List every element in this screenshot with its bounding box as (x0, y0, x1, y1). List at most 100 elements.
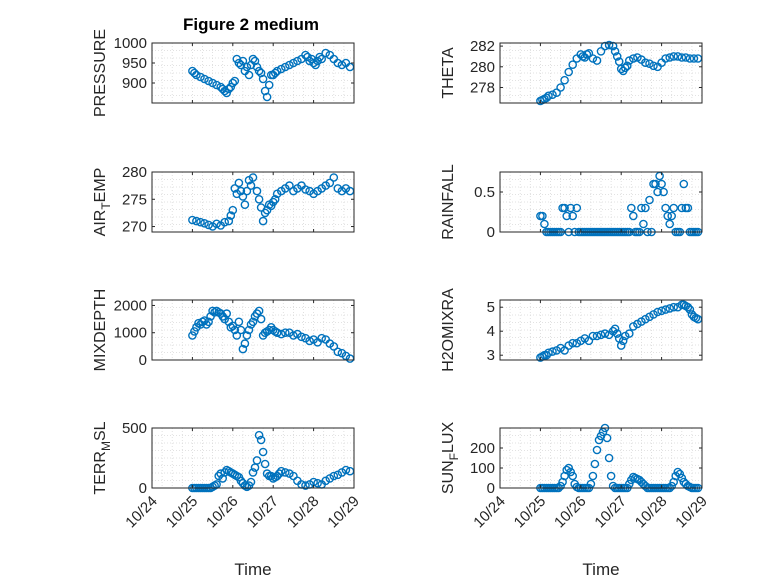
data-point (254, 66, 264, 76)
data-point (270, 194, 280, 204)
data-point (248, 54, 258, 64)
data-point (568, 60, 578, 69)
data-point (208, 306, 217, 316)
series-points (536, 40, 703, 106)
data-point (562, 465, 572, 475)
data-point (220, 217, 229, 227)
axes-box (499, 427, 703, 489)
data-point (228, 78, 238, 88)
data-point (196, 72, 205, 82)
data-point (590, 459, 600, 469)
data-point (602, 433, 612, 443)
y-tick-label: 0 (487, 480, 495, 497)
data-point (228, 205, 238, 215)
data-point (673, 467, 683, 477)
y-tick-label: 282 (470, 38, 495, 55)
data-point (280, 62, 290, 72)
data-point (637, 203, 646, 213)
subplot-mixdepth: 2000 1000 0 MIXDEPTH (92, 289, 355, 372)
y-tick-label: 0 (139, 352, 147, 369)
data-point (645, 195, 654, 205)
data-point (683, 302, 693, 312)
y-tick-label: 100 (470, 460, 495, 477)
data-point (592, 445, 602, 455)
data-point (568, 471, 578, 481)
series-points (188, 173, 355, 231)
data-point (540, 219, 549, 229)
y-tick-label: 280 (470, 59, 495, 76)
x-tick-label: 10/29 (672, 493, 711, 532)
data-point (661, 203, 670, 213)
data-point (560, 203, 569, 213)
data-point (313, 478, 322, 488)
data-point (677, 473, 687, 483)
figure-title: Figure 2 medium (183, 15, 319, 34)
data-point (258, 216, 268, 226)
subplot-sun-flux: 200 100 0 SUNFLUX 10/24 10/25 10/26 10/27 10/28 1… (440, 422, 711, 579)
data-point (594, 435, 604, 445)
data-point (625, 329, 634, 338)
data-point (538, 211, 547, 221)
data-point (665, 304, 675, 313)
x-tick-label: 10/27 (243, 493, 282, 532)
data-point (230, 325, 240, 335)
data-point (560, 75, 569, 85)
data-point (244, 70, 254, 80)
axes-box (151, 171, 355, 233)
data-point (246, 477, 256, 487)
data-point (228, 321, 238, 331)
data-point (604, 40, 614, 50)
data-point (689, 54, 699, 63)
data-point (552, 88, 561, 97)
data-point (252, 456, 262, 465)
y-axis-label: TERRMSL (92, 421, 113, 494)
subplot-theta: 282 280 278 THETA (440, 38, 703, 106)
data-point (285, 60, 294, 70)
series-points (188, 48, 355, 102)
data-point (238, 344, 248, 354)
data-point (226, 211, 236, 220)
series-points (188, 430, 355, 493)
data-point (289, 331, 298, 340)
x-axis-label: Time (582, 560, 619, 579)
data-point (669, 302, 679, 312)
data-point (309, 58, 318, 68)
data-point (548, 90, 557, 99)
data-point (623, 61, 632, 71)
data-point (333, 347, 343, 357)
data-point (655, 171, 664, 181)
x-tick-label: 10/25 (511, 493, 550, 532)
data-point (653, 307, 662, 317)
y-tick-label: 278 (470, 79, 495, 96)
x-tick-label: 10/26 (203, 493, 242, 532)
data-point (256, 314, 266, 324)
data-point (240, 339, 250, 348)
y-tick-label: 200 (470, 440, 495, 457)
data-point (204, 220, 213, 230)
data-point (610, 324, 620, 334)
data-point (329, 342, 339, 351)
data-point (659, 187, 668, 197)
y-tick-label: 900 (122, 75, 147, 92)
x-tick-label: 10/28 (632, 493, 671, 532)
data-point (224, 84, 234, 94)
data-point (661, 54, 670, 63)
y-axis-label: MIXDEPTH (92, 289, 109, 372)
data-point (677, 53, 687, 62)
data-point (657, 179, 666, 189)
data-point (616, 341, 626, 350)
data-point (222, 309, 231, 318)
data-point (196, 217, 205, 227)
x-tick-label: 10/26 (551, 493, 590, 532)
data-point (226, 82, 236, 92)
data-point (266, 471, 276, 481)
data-point (188, 215, 197, 225)
data-point (566, 467, 576, 477)
data-point (254, 430, 264, 440)
data-point (200, 218, 209, 228)
data-point (190, 68, 199, 78)
data-point (240, 200, 250, 209)
data-point (272, 66, 282, 76)
